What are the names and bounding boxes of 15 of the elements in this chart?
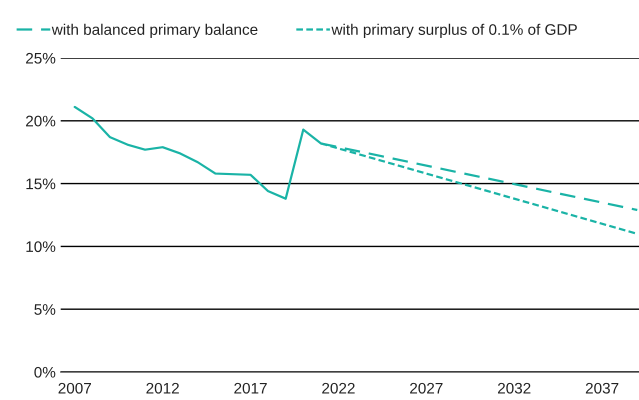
legend-label: with balanced primary balance [52,24,258,38]
y-tick-label: 5% [34,304,56,315]
x-tick-label: 2027 [410,382,443,394]
x-tick-label: 2012 [146,382,179,394]
y-tick-label: 10% [26,241,56,252]
y-tick-label: 25% [26,52,56,64]
legend-label: with primary surplus of 0.1% of GDP [331,24,577,38]
y-tick-label: 15% [26,178,56,190]
x-tick-label: 2022 [322,382,355,394]
x-tick-label: 2032 [498,382,530,394]
y-tick-label: 0% [34,366,56,378]
x-tick-label: 2017 [234,382,267,394]
x-tick-label: 2007 [58,382,91,394]
x-tick-label: 2037 [586,382,618,394]
y-tick-label: 20% [26,116,56,126]
